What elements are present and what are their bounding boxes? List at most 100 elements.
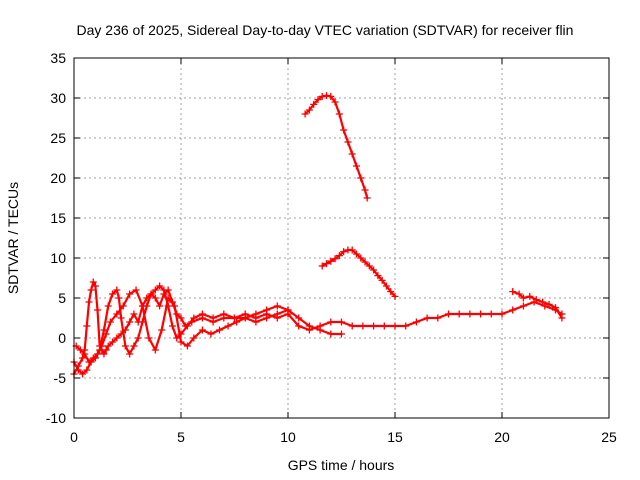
- data-point: [113, 334, 121, 342]
- data-point: [85, 358, 93, 366]
- data-point: [173, 334, 181, 342]
- data-point: [310, 100, 318, 108]
- data-point: [370, 322, 378, 330]
- data-point: [263, 306, 271, 314]
- y-tick-label: 5: [58, 290, 66, 306]
- data-point: [198, 326, 206, 334]
- data-point: [109, 290, 117, 298]
- data-point: [391, 292, 399, 300]
- data-point: [130, 342, 138, 350]
- data-point: [423, 314, 431, 322]
- data-point: [338, 330, 345, 338]
- data-point: [121, 342, 129, 350]
- grid-layer: [74, 58, 609, 418]
- data-point: [252, 310, 260, 318]
- plot-frame: [73, 57, 610, 419]
- data-point: [177, 338, 185, 346]
- data-point: [151, 286, 159, 294]
- data-point: [113, 286, 121, 294]
- series-line: [75, 288, 290, 364]
- series-track-5: [318, 246, 399, 300]
- data-point: [220, 310, 228, 318]
- data-point: [156, 282, 164, 290]
- data-point: [94, 350, 102, 358]
- data-point: [89, 278, 97, 286]
- data-point: [352, 250, 360, 258]
- y-tick-label: 10: [50, 250, 66, 266]
- data-point: [81, 350, 89, 358]
- data-point: [552, 304, 559, 312]
- data-point: [445, 310, 452, 318]
- data-point: [171, 302, 179, 310]
- data-point: [156, 302, 164, 310]
- data-point: [370, 266, 378, 274]
- data-point: [340, 248, 348, 256]
- data-point: [126, 350, 134, 358]
- data-point: [327, 318, 335, 326]
- data-point: [126, 318, 134, 326]
- data-point: [209, 314, 217, 322]
- data-point: [545, 300, 553, 308]
- x-tick-label: 20: [494, 429, 510, 445]
- data-point: [190, 314, 198, 322]
- data-point: [519, 294, 527, 302]
- data-point: [164, 294, 172, 302]
- data-point: [305, 322, 313, 330]
- y-tick-label: 35: [50, 50, 66, 66]
- data-point: [519, 302, 527, 310]
- data-point: [391, 322, 399, 330]
- data-point: [100, 350, 108, 358]
- data-point: [301, 110, 309, 118]
- data-point: [83, 322, 91, 330]
- data-point: [79, 354, 87, 362]
- data-point: [100, 326, 108, 334]
- data-point: [273, 302, 281, 310]
- data-point: [87, 286, 95, 294]
- data-point: [134, 334, 142, 342]
- data-point: [361, 258, 369, 266]
- x-tick-label: 25: [601, 429, 617, 445]
- data-point: [318, 262, 326, 270]
- data-point: [498, 310, 506, 318]
- data-point: [151, 294, 159, 302]
- data-point: [327, 92, 335, 100]
- data-point: [361, 186, 369, 194]
- data-point: [314, 96, 322, 104]
- data-point: [117, 314, 125, 322]
- x-tick-labels: 0 5 10 15 20 25: [70, 429, 617, 445]
- data-point: [327, 330, 335, 338]
- series-line: [304, 94, 369, 200]
- data-point: [455, 310, 463, 318]
- data-point: [284, 306, 292, 314]
- data-point: [344, 138, 352, 146]
- data-point: [241, 314, 249, 322]
- data-point: [252, 318, 260, 326]
- data-point: [216, 326, 224, 334]
- data-point: [515, 290, 523, 298]
- data-point: [363, 194, 371, 202]
- data-point: [160, 286, 168, 294]
- x-axis-label: GPS time / hours: [288, 457, 395, 473]
- data-point: [558, 314, 566, 322]
- data-point: [91, 282, 99, 290]
- data-point: [539, 298, 547, 306]
- x-tick-label: 0: [70, 429, 78, 445]
- data-point: [198, 310, 206, 318]
- data-point: [158, 326, 166, 334]
- y-tick-label: 20: [50, 170, 66, 186]
- data-point: [338, 318, 345, 326]
- data-point: [190, 334, 198, 342]
- data-point: [151, 346, 159, 354]
- data-point: [98, 342, 106, 350]
- data-point: [323, 260, 331, 268]
- data-point: [85, 298, 93, 306]
- data-point: [74, 366, 82, 374]
- data-point: [331, 255, 339, 263]
- data-point: [89, 354, 97, 362]
- data-point: [357, 174, 365, 182]
- data-point: [106, 318, 114, 326]
- data-point: [316, 326, 324, 334]
- data-point: [466, 310, 474, 318]
- data-point: [348, 322, 356, 330]
